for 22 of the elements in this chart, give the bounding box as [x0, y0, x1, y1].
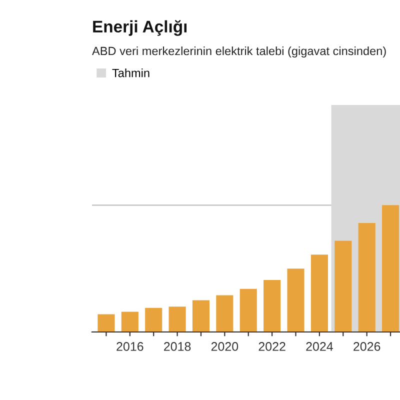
- x-tick-label: 2024: [306, 342, 333, 351]
- bar: [145, 308, 162, 332]
- bar: [310, 254, 328, 332]
- x-tick-label: 2026: [354, 342, 380, 351]
- bar: [168, 306, 186, 332]
- bar: [358, 222, 376, 332]
- bar: [334, 240, 352, 332]
- x-tick-label: 2020: [211, 342, 238, 351]
- x-tick-label: 2016: [116, 342, 144, 351]
- bar: [240, 288, 257, 332]
- x-tick-label: 2022: [258, 342, 286, 351]
- bar: [287, 268, 304, 332]
- bar: [98, 314, 115, 332]
- chart-subtitle: ABD veri merkezlerinin elektrik talebi (gigavat cinsinden): [92, 46, 386, 58]
- bar: [192, 300, 210, 332]
- x-tick-label: 2018: [164, 342, 191, 351]
- legend-label: Tahmin: [112, 68, 150, 78]
- bar: [121, 312, 138, 332]
- bar: [264, 280, 281, 332]
- bar: [382, 205, 400, 332]
- chart-title: Enerji Açlığı: [93, 20, 187, 36]
- bar: [216, 295, 234, 332]
